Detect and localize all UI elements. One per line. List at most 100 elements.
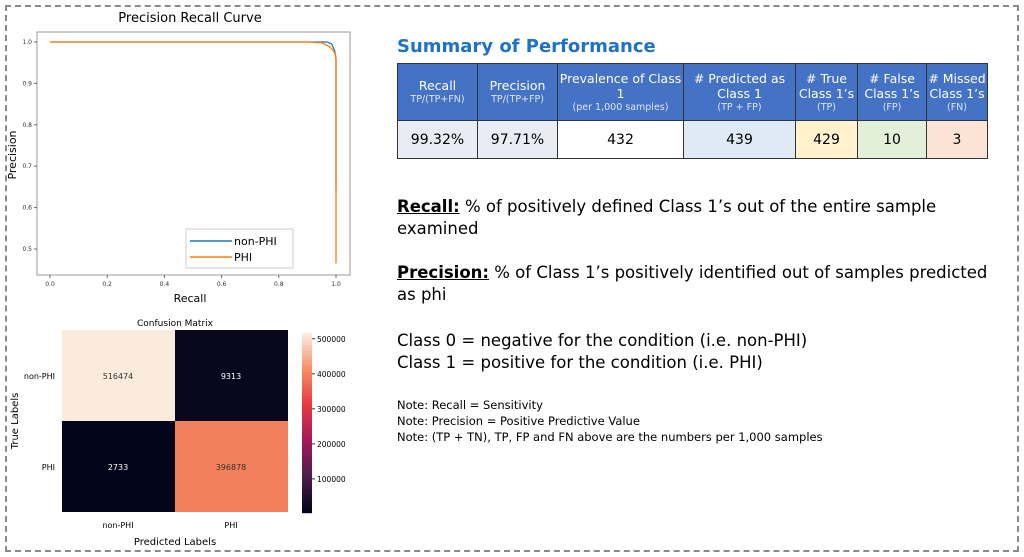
- colorbar-segment: [302, 420, 312, 424]
- cm-ylabel: True Labels: [10, 393, 21, 451]
- table-cell: 3: [926, 120, 988, 159]
- colorbar-segment: [302, 354, 312, 358]
- x-tick-label: 0.6: [217, 281, 227, 288]
- dashed-frame: [5, 5, 1019, 552]
- cm-value: 9313: [221, 372, 241, 381]
- cm-y-tick-label: non-PHI: [24, 372, 55, 381]
- cm-xlabel: Predicted Labels: [134, 537, 216, 548]
- note-3: Note: (TP + TN), TP, FP and FN above are…: [397, 430, 823, 444]
- legend-box: [185, 228, 294, 269]
- colorbar-segment: [302, 450, 312, 454]
- header-label: # True Class 1’s: [798, 70, 855, 101]
- colorbar-segment: [302, 333, 312, 337]
- colorbar-segment: [302, 387, 312, 391]
- header-sub: (TP + FP): [717, 101, 762, 113]
- colorbar-segment: [302, 360, 312, 364]
- precision-text: % of Class 1’s positively identified out…: [397, 263, 988, 304]
- colorbar-segment: [302, 462, 312, 466]
- colorbar-segment: [302, 501, 312, 505]
- class1-definition: Class 1 = positive for the condition (i.…: [397, 353, 763, 372]
- colorbar-segment: [302, 384, 312, 388]
- x-tick-label: 0.2: [102, 281, 112, 288]
- table-cell: 429: [795, 120, 858, 159]
- colorbar-segment: [302, 459, 312, 463]
- colorbar-segment: [302, 495, 312, 499]
- recall-definition: Recall: % of positively defined Class 1’…: [397, 196, 997, 240]
- cm-cell: [175, 330, 288, 421]
- precision-definition: Precision: % of Class 1’s positively ide…: [397, 262, 997, 306]
- header-sub: (per 1,000 samples): [572, 101, 669, 113]
- column-header: # False Class 1’s (FP): [857, 63, 927, 121]
- colorbar-segment: [302, 378, 312, 382]
- colorbar-segment: [302, 369, 312, 373]
- recall-term: Recall:: [397, 197, 460, 216]
- precision-term: Precision:: [397, 263, 490, 282]
- colorbar-segment: [302, 345, 312, 349]
- table-cell: 97.71%: [477, 120, 558, 159]
- cm-value: 396878: [216, 463, 247, 472]
- header-sub: (FN): [947, 101, 967, 113]
- colorbar-segment: [302, 426, 312, 430]
- pr-ylabel: Precision: [6, 130, 19, 179]
- table-cell: 432: [557, 120, 684, 159]
- colorbar-segment: [302, 468, 312, 472]
- colorbar-segment: [302, 423, 312, 427]
- y-tick-label: 1.0: [22, 39, 32, 46]
- legend-label: PHI: [234, 251, 252, 264]
- cm-title: Confusion Matrix: [137, 319, 214, 329]
- cm-value: 516474: [103, 372, 134, 381]
- series-line-PHI: [50, 41, 337, 264]
- colorbar-segment: [302, 456, 312, 460]
- colorbar-segment: [302, 498, 312, 502]
- colorbar-segment: [302, 486, 312, 490]
- colorbar-segment: [302, 396, 312, 400]
- colorbar-segment: [302, 342, 312, 346]
- colorbar-segment: [302, 393, 312, 397]
- colorbar-segment: [302, 357, 312, 361]
- colorbar-tick-label: 300000: [317, 405, 346, 414]
- column-header: Prevalence of Class 1 (per 1,000 samples): [557, 63, 684, 121]
- table-cell: 99.32%: [397, 120, 478, 159]
- pr-plot-frame: [36, 31, 351, 276]
- table-row: 99.32% 97.71% 432 439 429 10 3: [397, 120, 988, 159]
- x-tick-label: 1.0: [331, 281, 341, 288]
- header-sub: (FP): [882, 101, 902, 113]
- colorbar-segment: [302, 390, 312, 394]
- column-header: Recall TP/(TP+FN): [397, 63, 478, 121]
- colorbar-segment: [302, 471, 312, 475]
- y-tick-label: 0.9: [22, 80, 32, 87]
- colorbar-segment: [302, 381, 312, 385]
- colorbar-segment: [302, 438, 312, 442]
- note-2: Note: Precision = Positive Predictive Va…: [397, 414, 640, 428]
- y-tick-label: 0.7: [22, 163, 32, 170]
- colorbar-segment: [302, 363, 312, 367]
- colorbar-segment: [302, 489, 312, 493]
- colorbar-segment: [302, 432, 312, 436]
- x-tick-label: 0.8: [274, 281, 284, 288]
- colorbar-segment: [302, 411, 312, 415]
- column-header: Precision TP/(TP+FP): [477, 63, 558, 121]
- performance-table: Recall TP/(TP+FN) Precision TP/(TP+FP) Preva…: [397, 63, 988, 159]
- cm-cell: [62, 330, 175, 421]
- colorbar-tick-label: 500000: [317, 335, 346, 344]
- pr-title: Precision Recall Curve: [118, 11, 261, 26]
- header-sub: (TP): [817, 101, 836, 113]
- colorbar-tick-label: 400000: [317, 370, 346, 379]
- y-tick-label: 0.8: [22, 122, 32, 129]
- cm-x-tick-label: non-PHI: [102, 521, 133, 530]
- recall-text: % of positively defined Class 1’s out of…: [397, 197, 937, 238]
- colorbar-segment: [302, 417, 312, 421]
- colorbar-segment: [302, 444, 312, 448]
- cm-y-tick-label: PHI: [42, 463, 55, 472]
- colorbar-segment: [302, 483, 312, 487]
- column-header: # Missed Class 1’s (FN): [926, 63, 988, 121]
- header-label: Recall: [418, 78, 457, 93]
- colorbar-segment: [302, 480, 312, 484]
- column-header: # Predicted as Class 1 (TP + FP): [683, 63, 796, 121]
- colorbar-segment: [302, 414, 312, 418]
- legend-label: non-PHI: [234, 235, 277, 248]
- colorbar-segment: [302, 429, 312, 433]
- cm-x-tick-label: PHI: [224, 521, 237, 530]
- header-label: # False Class 1’s: [864, 70, 920, 101]
- colorbar-segment: [302, 453, 312, 457]
